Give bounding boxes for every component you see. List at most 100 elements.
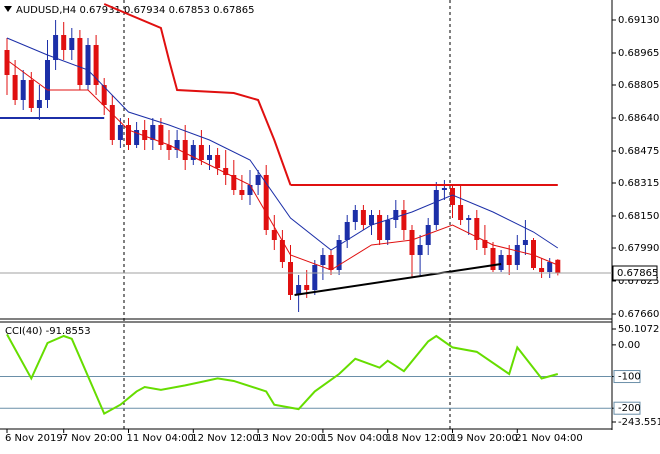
y-tick-label: -200 [618,403,641,414]
y-tick-label: 0.68150 [618,211,659,222]
y-tick-label: 0.68315 [618,178,659,189]
candle-body [409,230,415,255]
indicator-line [6,333,559,415]
candle-body [166,145,172,150]
header-high: 0.67934 [124,5,165,16]
y-tick-label: 0.68805 [618,80,659,91]
x-tick-label: 6 Nov 2019 [5,433,63,444]
y-tick-label: 50.1072 [618,324,659,335]
candle-body [231,175,237,190]
current-price-label: 0.67865 [617,268,658,279]
candle-body [101,85,107,105]
candle-body [85,45,91,85]
candle-body [190,145,196,160]
candle-body [288,262,293,295]
x-tick-label: 19 Nov 20:00 [451,433,518,444]
candle-body [433,190,439,225]
candle-body [61,35,67,50]
candle-body [304,285,310,290]
candle-body [401,210,407,230]
candle-body [198,145,204,160]
candle-body [36,100,42,108]
candle-body [417,245,423,255]
candle-body [126,125,131,145]
x-tick-label: 18 Nov 12:00 [386,433,453,444]
y-tick-label: 0.67660 [618,309,659,320]
level-label-box [613,370,641,384]
x-tick-label: 13 Nov 20:00 [256,433,323,444]
candle-body [4,50,10,75]
symbol: AUDUSD,H4 [16,5,76,16]
indicator-name: CCI(40) [5,326,43,337]
candle-body [369,215,374,225]
candle-body [279,240,285,262]
overlay-line [103,3,292,186]
candle-body [360,210,366,225]
header: AUDUSD,H4 0.67931 0.67934 0.67853 0.6786… [16,5,254,16]
candle-body [134,130,140,145]
candle-body [142,130,148,140]
y-tick-label: -243.5514 [618,417,660,428]
candle-body [207,155,212,160]
candle-body [377,215,383,240]
x-tick-label: 21 Nov 04:00 [515,433,582,444]
overlay-line [6,59,558,271]
candle-body [215,155,221,168]
candle-body [393,210,399,220]
candle-body [239,190,245,195]
y-tick-label: 0.69130 [618,15,659,26]
candle-body [458,205,464,220]
candle-body [547,262,553,272]
candle-body [539,268,545,272]
candle-body [531,240,536,268]
candle-body [490,248,496,270]
candle-body [506,255,512,265]
candle-body [474,218,480,240]
indicator-header: CCI(40) -91.8553 [5,326,91,337]
candle-body [109,105,115,140]
candle-body [117,125,123,140]
candle-body [312,265,318,290]
candle-body [482,240,488,248]
candle-body [296,285,302,295]
header-low: 0.67853 [169,5,210,16]
candle-body [385,220,391,240]
candle-body [77,38,83,85]
candle-body [93,45,99,85]
candle-body [522,240,528,245]
candle-body [514,245,520,265]
candle-body [223,168,229,175]
candle-body [255,175,261,185]
level-label-box [613,401,641,415]
candle-body [466,218,472,220]
candle-body [53,35,59,60]
candle-body [158,125,164,145]
candle-body [45,60,50,100]
candle-body [12,75,18,100]
candle-body [336,240,342,270]
candle-body [20,80,26,100]
candle-body [344,222,350,240]
candle-body [328,255,334,270]
y-tick-label: 0.68475 [618,146,659,157]
candle-body [555,259,561,273]
candle-body [247,185,253,195]
y-tick-label: 0.68965 [618,48,659,59]
candle-body [174,140,180,150]
candle-body [271,230,277,240]
x-tick-label: 11 Nov 04:00 [127,433,194,444]
candle-body [441,188,447,190]
candle-body [182,140,188,160]
y-tick-label: 0.67990 [618,243,659,254]
y-tick-label: -100 [618,372,641,383]
candle-body [498,255,504,270]
y-tick-label: 0.68640 [618,113,659,124]
x-tick-label: 7 Nov 20:00 [62,433,123,444]
candle-body [28,80,34,108]
current-price-box [612,265,658,281]
x-tick-label: 15 Nov 04:00 [321,433,388,444]
indicator-value: -91.8553 [46,326,91,337]
overlay-line [294,263,502,296]
header-open: 0.67931 [79,5,120,16]
candle-body [263,175,269,230]
